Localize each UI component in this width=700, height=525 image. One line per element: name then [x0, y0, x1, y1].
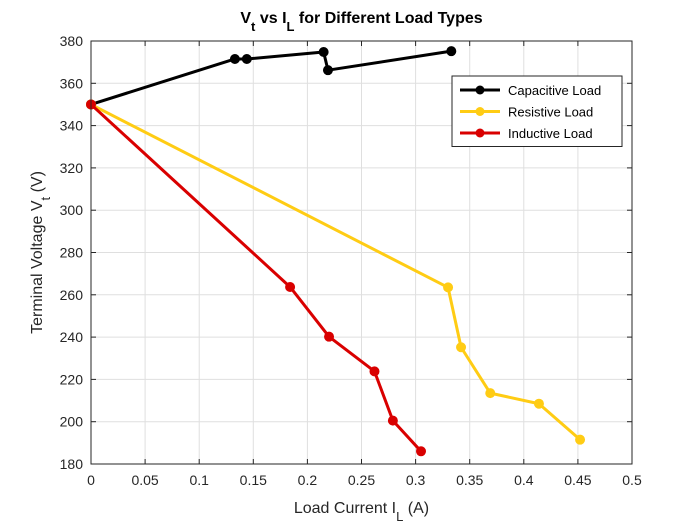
y-tick-label: 200 — [60, 414, 84, 430]
series-inductive-load — [86, 99, 427, 457]
data-point — [443, 282, 454, 293]
y-tick-label: 300 — [60, 202, 84, 218]
x-tick-label: 0.4 — [514, 472, 534, 488]
legend-entry-label: Capacitive Load — [508, 83, 601, 98]
y-tick-label: 380 — [60, 33, 84, 49]
legend-swatch-marker — [475, 85, 485, 95]
data-point — [318, 46, 329, 57]
x-tick-label: 0.2 — [298, 472, 318, 488]
legend-swatch-marker — [475, 107, 485, 116]
legend: Capacitive Load Resistive Load Inductive L… — [451, 75, 623, 147]
data-point — [575, 434, 586, 445]
data-point — [229, 53, 240, 64]
data-point — [456, 342, 467, 353]
x-axis-label: Load Current IL (A) — [294, 500, 429, 524]
legend-swatch-marker — [475, 128, 485, 138]
y-tick-label: 340 — [60, 118, 84, 134]
chart-title: Vt vs IL for Different Load Types — [240, 10, 482, 34]
x-tick-label: 0.35 — [456, 472, 483, 488]
x-tick-label: 0.15 — [240, 472, 267, 488]
series-line — [90, 49, 452, 106]
series-line — [89, 103, 423, 453]
x-tick-label: 0.45 — [564, 472, 591, 488]
x-tick-label: 0.05 — [131, 472, 158, 488]
y-tick-label: 360 — [60, 75, 84, 91]
data-point — [241, 53, 252, 64]
x-tick-label: 0.1 — [189, 472, 209, 488]
x-tick-label: 0 — [87, 472, 95, 488]
y-tick-label: 180 — [60, 456, 84, 472]
axis-ticks: 0 0.05 0.1 0.15 0.2 0.25 0.3 0.35 0.4 0.45 0.5 180 2… — [60, 33, 642, 488]
y-tick-label: 320 — [60, 160, 84, 176]
data-point — [369, 366, 380, 377]
data-point — [485, 388, 496, 399]
y-tick-label: 220 — [60, 371, 84, 387]
legend-entry-label: Resistive Load — [508, 105, 593, 120]
x-tick-label: 0.5 — [622, 472, 642, 488]
x-tick-label: 0.25 — [348, 472, 375, 488]
data-point — [533, 398, 544, 409]
data-point — [285, 281, 296, 292]
x-tick-label: 0.3 — [406, 472, 426, 488]
y-tick-label: 240 — [60, 329, 84, 345]
data-point — [416, 446, 427, 457]
y-tick-label: 280 — [60, 245, 84, 261]
series-layer — [86, 46, 586, 457]
y-tick-label: 260 — [60, 287, 84, 303]
data-point — [446, 46, 457, 57]
data-point — [387, 415, 398, 426]
data-point — [324, 331, 335, 342]
series-line — [90, 103, 582, 441]
y-axis-label: Terminal Voltage Vt (V) — [29, 171, 53, 334]
data-point — [322, 65, 333, 76]
legend-entry-label: Inductive Load — [508, 126, 593, 141]
